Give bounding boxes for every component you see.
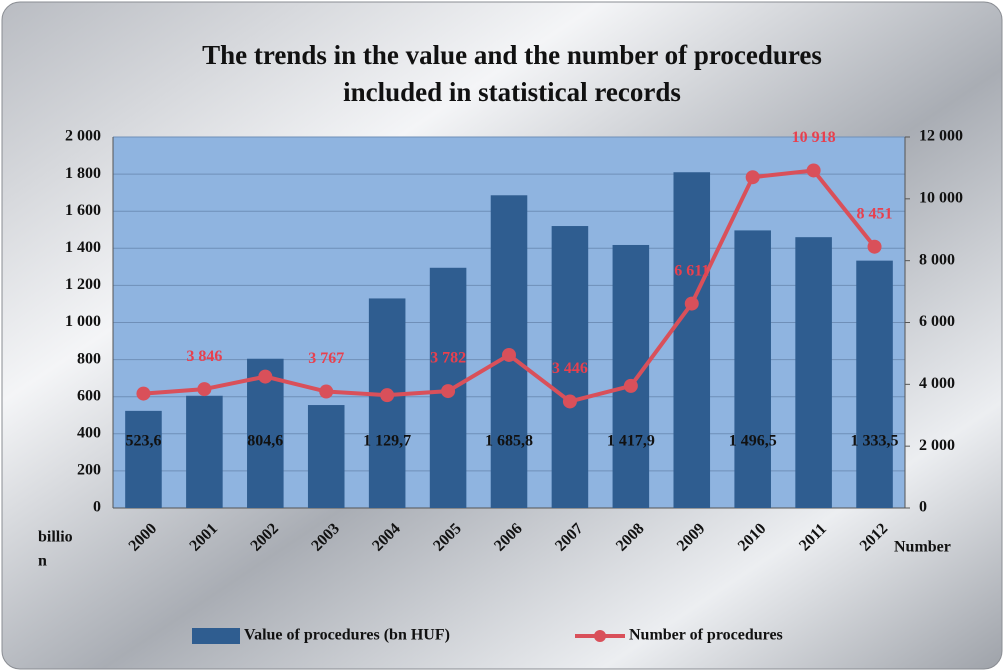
y-tick-label: 1 200 [65, 276, 101, 293]
legend-label: Number of procedures [629, 627, 783, 644]
line-marker [806, 163, 821, 178]
bar [795, 237, 832, 509]
bar [368, 298, 406, 508]
bar [612, 244, 650, 508]
data-label: 1 417,9 [607, 433, 655, 450]
legend-label: Value of procedures (bn HUF) [244, 627, 450, 644]
y2-tick-label: 4 000 [919, 375, 955, 392]
data-label: 3 782 [430, 350, 466, 367]
y-tick-label: 400 [77, 424, 101, 441]
y-tick-label: 1 600 [65, 202, 101, 219]
y2-tick-label: 2 000 [919, 437, 955, 454]
line-marker [867, 239, 882, 254]
legend-swatch [192, 628, 240, 644]
line-marker [380, 388, 395, 403]
y2-axis-label: Number [894, 539, 951, 556]
y2-tick-label: 10 000 [919, 190, 963, 207]
y-tick-label: 800 [77, 350, 101, 367]
y-tick-label: 0 [93, 499, 101, 516]
line-marker [319, 384, 334, 399]
bar [734, 230, 771, 509]
y-tick-label: 2 000 [65, 128, 101, 145]
y-tick-label: 1 000 [65, 313, 101, 330]
y2-tick-label: 6 000 [919, 313, 955, 330]
y-tick-label: 1 800 [65, 165, 101, 182]
y-axis-label: billio [38, 529, 73, 546]
data-label: 1 129,7 [363, 433, 411, 450]
chart-title: included in statistical records [343, 77, 681, 107]
line-marker [745, 170, 760, 185]
y-tick-label: 600 [77, 387, 101, 404]
data-label: 3 446 [552, 360, 588, 377]
data-label: 1 333,5 [851, 433, 899, 450]
bar [125, 410, 162, 508]
line-marker [258, 369, 273, 384]
data-label: 3 767 [308, 350, 344, 367]
line-marker [623, 378, 638, 393]
bar [856, 260, 893, 508]
y-tick-label: 200 [77, 462, 101, 479]
data-label: 523,6 [125, 433, 161, 450]
y2-tick-label: 12 000 [919, 128, 963, 145]
data-label: 1 496,5 [729, 433, 777, 450]
line-marker [684, 296, 699, 311]
line-marker [502, 347, 516, 362]
y2-tick-label: 0 [919, 499, 927, 516]
line-marker [136, 386, 151, 401]
line-marker [562, 394, 577, 409]
data-label: 10 918 [792, 129, 836, 146]
y2-tick-label: 8 000 [919, 251, 955, 268]
legend-swatch [594, 630, 606, 642]
line-marker [441, 384, 456, 399]
bar [551, 226, 589, 509]
data-label: 6 611 [674, 262, 709, 279]
bar [307, 405, 345, 508]
chart-title: The trends in the value and the number o… [202, 40, 822, 70]
bar [186, 395, 223, 508]
data-label: 8 451 [857, 205, 893, 222]
bar [673, 172, 711, 508]
line-marker [197, 382, 212, 397]
y-axis-label: n [38, 553, 47, 570]
data-label: 3 846 [186, 348, 222, 365]
data-label: 1 685,8 [485, 433, 533, 450]
data-label: 804,6 [247, 433, 283, 450]
bar [247, 358, 284, 508]
y-tick-label: 1 400 [65, 239, 101, 256]
